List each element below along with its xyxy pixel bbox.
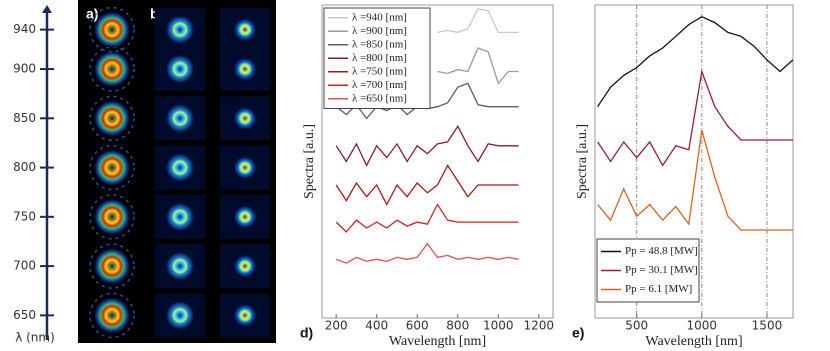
beam-ring xyxy=(89,243,135,289)
axis-arrow xyxy=(42,5,52,13)
beam-profile xyxy=(234,58,256,81)
beam-profile xyxy=(166,104,194,133)
beam-profile xyxy=(234,205,256,228)
spectrum-line xyxy=(437,47,519,85)
legend-label: λ =850 [nm] xyxy=(352,38,407,50)
legend-label: λ =650 [nm] xyxy=(352,92,407,104)
beam-profile xyxy=(234,255,256,278)
plot-frame xyxy=(321,4,554,319)
x-tick-label: 500 xyxy=(625,319,648,333)
x-tick-label: 1000 xyxy=(483,319,514,333)
legend-label: λ =750 [nm] xyxy=(352,65,407,77)
y-tick-label: 700 xyxy=(13,259,36,273)
beam-profile xyxy=(94,198,130,235)
legend-label: Pp = 30.1 [MW] xyxy=(625,264,698,276)
beam-profile xyxy=(166,153,194,182)
y-axis-label: Spectra [a.u.] xyxy=(575,124,590,199)
x-tick-label: 400 xyxy=(365,319,388,333)
spectrum-line xyxy=(335,164,519,206)
panel-label: d) xyxy=(300,325,313,341)
x-axis-label: Wavelength [nm] xyxy=(389,334,486,349)
legend-label: λ =700 [nm] xyxy=(352,79,407,91)
beam-ring xyxy=(89,292,135,339)
y-tick-label: 650 xyxy=(13,308,36,322)
beam-profile xyxy=(234,107,256,130)
axis-label: λ (nm) xyxy=(15,331,55,345)
spectrum-line xyxy=(437,8,519,34)
legend-label: λ =940 [nm] xyxy=(352,11,407,23)
plot-frame xyxy=(594,4,794,319)
legend-label: Pp = 48.8 [MW] xyxy=(625,245,698,257)
y-tick-label: 800 xyxy=(13,160,36,174)
x-tick-label: 1000 xyxy=(687,319,718,333)
legend-label: λ =800 [nm] xyxy=(352,52,407,64)
spectrum-line xyxy=(597,130,793,231)
beam-profile xyxy=(166,301,194,330)
y-tick-label: 850 xyxy=(13,111,36,125)
y-axis-label: Spectra [a.u.] xyxy=(302,124,317,199)
beam-profile xyxy=(166,202,194,231)
beam-profile xyxy=(166,15,194,44)
legend-label: λ =900 [nm] xyxy=(352,25,407,37)
x-tick-label: 200 xyxy=(325,319,348,333)
x-tick-label: 1200 xyxy=(524,319,555,333)
y-tick-label: 750 xyxy=(13,209,36,223)
x-tick-label: 800 xyxy=(446,319,469,333)
beam-profile xyxy=(94,248,130,285)
spectrum-line xyxy=(335,242,519,264)
spectrum-line xyxy=(335,203,519,233)
x-axis-label: Wavelength [nm] xyxy=(645,334,742,349)
beam-profile xyxy=(166,55,194,84)
spectrum-line xyxy=(335,125,519,167)
beam-ring xyxy=(89,95,135,142)
beam-profile xyxy=(94,297,130,334)
beam-profile xyxy=(234,304,256,327)
beam-ring xyxy=(89,194,135,240)
x-tick-label: 1500 xyxy=(752,319,783,333)
y-tick-label: 900 xyxy=(13,62,36,76)
beam-ring xyxy=(89,144,135,191)
beam-profile xyxy=(94,149,130,186)
beam-profile xyxy=(234,156,256,179)
y-tick-label: 940 xyxy=(13,22,36,36)
x-tick-label: 600 xyxy=(406,319,429,333)
beam-ring xyxy=(89,46,135,92)
beam-profile xyxy=(94,51,130,88)
spectrum-line xyxy=(597,68,793,167)
spectrum-line xyxy=(597,15,794,108)
beam-profile xyxy=(94,11,130,48)
beam-profile xyxy=(234,18,256,41)
beam-profile xyxy=(166,252,194,281)
panel-label: e) xyxy=(572,325,584,341)
panel-label: a) xyxy=(86,6,98,22)
beam-profile xyxy=(94,100,130,137)
legend-label: Pp = 6.1 [MW] xyxy=(625,283,692,295)
